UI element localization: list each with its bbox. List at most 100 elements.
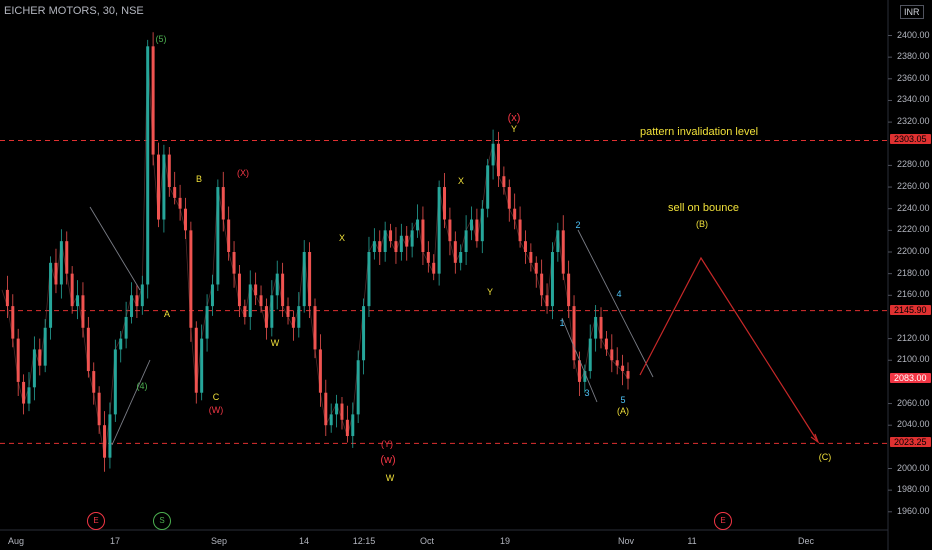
candle-body	[178, 197, 182, 209]
candle-body	[270, 295, 274, 328]
candle-body	[351, 414, 355, 437]
candle-body	[534, 262, 538, 274]
candle-body	[545, 295, 549, 307]
candle-body	[459, 252, 463, 263]
candle-body	[356, 360, 360, 415]
candle-body	[556, 230, 560, 252]
candle-body	[416, 219, 420, 231]
candle-body	[135, 295, 139, 307]
event-marker: E	[87, 512, 105, 530]
x-tick-label: 14	[298, 536, 310, 546]
y-tick-label: 2360.00	[897, 72, 930, 83]
candle-body	[453, 241, 457, 263]
candle-body	[65, 241, 69, 274]
candle-body	[507, 187, 511, 209]
wave-label: 2	[575, 220, 581, 230]
wave-label: 1	[559, 318, 565, 328]
candle-body	[594, 316, 598, 339]
candle-body	[194, 327, 198, 393]
projection-arrowhead	[810, 433, 820, 444]
y-tick-label: 2240.00	[897, 202, 930, 213]
wave-label: (X)	[237, 168, 249, 178]
candle-body	[437, 187, 441, 274]
level-price-badge: 2303.05	[890, 134, 931, 145]
candle-body	[286, 306, 290, 317]
y-tick-label: 2120.00	[897, 332, 930, 343]
wave-label: Y	[510, 124, 518, 134]
x-tick-label: 17	[109, 536, 121, 546]
candle-body	[130, 295, 134, 317]
candle-body	[362, 306, 366, 361]
candle-body	[259, 295, 263, 307]
candle-body	[577, 360, 581, 382]
candle-body	[76, 295, 80, 307]
candle-body	[448, 219, 452, 242]
trend-line	[561, 317, 598, 403]
candle-body	[49, 262, 53, 328]
candle-body	[297, 306, 301, 328]
wave-label: 5	[620, 395, 626, 405]
wave-label: A	[163, 309, 171, 319]
y-tick-label: 2160.00	[897, 289, 930, 300]
y-tick-label: 2400.00	[897, 29, 930, 40]
candle-body	[626, 371, 630, 379]
candle-body	[32, 349, 36, 388]
candle-body	[113, 349, 117, 415]
wave-label: C	[212, 392, 220, 402]
x-tick-label: Aug	[7, 536, 25, 546]
candle-body	[464, 230, 468, 252]
x-tick-label: 11	[687, 536, 697, 546]
candle-body	[394, 241, 398, 252]
wave-label: X	[338, 233, 346, 243]
x-tick-label: 12:15	[352, 536, 376, 546]
candle-body	[583, 371, 587, 382]
candle-body	[146, 46, 150, 285]
level-price-badge: 2145.90	[890, 304, 931, 315]
candle-body	[610, 349, 614, 361]
candle-body	[480, 208, 484, 242]
invalidation-note: pattern invalidation level	[640, 126, 759, 138]
candle-body	[119, 338, 123, 350]
currency-button[interactable]: INR	[900, 5, 924, 19]
candle-body	[383, 230, 387, 252]
x-tick-label: Nov	[617, 536, 635, 546]
x-tick-label: Dec	[797, 536, 815, 546]
candle-body	[443, 187, 447, 220]
x-tick-label: Sep	[210, 536, 228, 546]
candle-body	[486, 165, 490, 209]
wave-label: (B)	[696, 219, 708, 229]
level-price-badge: 2023.25	[890, 437, 931, 448]
candle-body	[367, 252, 371, 307]
event-marker: S	[153, 512, 171, 530]
candle-body	[281, 273, 285, 307]
candle-body	[621, 365, 625, 372]
candle-body	[173, 187, 177, 198]
wave-label: (4)	[136, 381, 148, 391]
candle-body	[470, 219, 473, 231]
candle-body	[426, 252, 430, 263]
candle-body	[599, 316, 603, 339]
wave-label: (A)	[617, 406, 629, 416]
candle-body	[11, 306, 15, 339]
sell-note: sell on bounce	[668, 202, 739, 214]
y-tick-label: 2040.00	[897, 419, 930, 430]
candle-body	[243, 306, 247, 317]
wave-label: B	[195, 174, 203, 184]
candle-body	[615, 360, 619, 366]
candle-body	[475, 219, 479, 242]
y-tick-label: 2180.00	[897, 267, 930, 278]
candle-body	[550, 252, 554, 307]
projection-line	[639, 256, 819, 443]
x-tick-label: Oct	[419, 536, 435, 546]
candle-body	[604, 338, 608, 350]
y-tick-label: 2320.00	[897, 116, 930, 127]
candle-body	[399, 235, 403, 252]
candle-body	[227, 219, 231, 252]
y-tick-label: 2220.00	[897, 224, 930, 235]
y-tick-label: 1980.00	[897, 484, 930, 495]
candle-body	[529, 252, 533, 263]
candle-body	[97, 392, 101, 426]
candle-body	[318, 349, 322, 393]
candle-body	[432, 262, 436, 274]
